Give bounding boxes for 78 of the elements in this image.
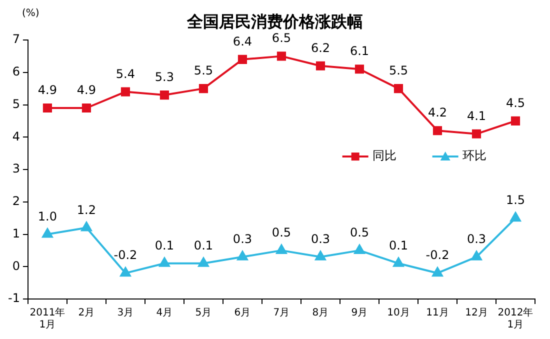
point [394,84,404,94]
y-tick-label: 0 [12,258,20,273]
data-label: 5.3 [154,70,174,84]
x-tick-label: 11月 [426,308,449,319]
x-tick-label: 10月 [387,308,410,319]
y-tick-label: 2 [12,194,20,208]
data-label: 4.5 [506,96,526,110]
data-label: 6.2 [310,40,330,55]
point [238,54,248,64]
data-label: 4.2 [428,106,448,120]
x-tick-label: 2012年 1月 [498,306,534,331]
x-tick-label: 4月 [156,308,173,319]
point [393,257,404,267]
legend-label: 同比 [372,148,396,163]
point [159,257,170,267]
y-tick-label: 7 [12,32,20,46]
data-label: 1.0 [38,209,58,224]
data-label: 0.5 [272,225,292,240]
y-tick-label: 3 [12,162,20,176]
point [237,250,248,260]
x-tick-label: 3月 [117,308,134,319]
point [432,126,442,136]
point [81,222,92,232]
data-label: 4.9 [38,82,58,97]
x-tick-label: 12月 [465,308,488,319]
data-label: 1.2 [76,202,96,217]
point [276,244,287,254]
data-label: 5.5 [194,64,214,78]
data-label: 0.1 [154,238,174,252]
x-tick-label: 8月 [312,308,329,319]
data-label: -0.2 [114,248,138,262]
chart-title: 全国居民消费价格涨跌幅 [187,12,363,31]
data-label: 5.4 [116,66,136,81]
data-label: 6.4 [232,34,252,48]
point [198,257,209,267]
y-tick-label: 5 [12,96,20,111]
data-label: 5.5 [388,64,408,78]
x-tick-label: 9月 [351,308,368,319]
point [432,267,443,277]
y-tick-label: 1 [12,226,20,240]
point [354,64,364,74]
y-tick-label: 4 [12,129,20,144]
data-label: 0.1 [194,238,214,252]
y-tick-label: 6 [12,64,20,78]
point [198,84,208,94]
data-label: 0.3 [232,232,252,246]
y-tick-label: -1 [8,291,20,306]
point [315,250,326,260]
x-tick-label: 2月 [78,308,95,319]
x-tick-label: 6月 [234,308,251,319]
point [42,103,52,113]
data-label: 6.5 [272,31,292,46]
point [42,228,53,238]
x-tick-label: 2011年 1月 [30,306,66,331]
point [276,52,286,61]
point [510,212,521,222]
data-label: 0.3 [310,232,330,246]
data-label: 1.5 [506,193,526,208]
data-label: 0.5 [350,225,370,240]
point [120,87,130,96]
data-label: 6.1 [350,44,370,58]
data-label: 4.9 [76,82,96,97]
point [120,267,131,277]
data-label: 4.1 [466,108,486,123]
point [160,90,170,100]
point [472,129,482,138]
point [316,61,326,70]
data-label: 0.1 [388,238,408,252]
point [82,103,92,113]
y-axis-title: (%) [22,8,40,19]
data-label: 0.3 [466,232,486,246]
data-label: -0.2 [426,248,450,262]
point [354,244,365,254]
legend-label: 环比 [462,148,486,163]
point [471,250,482,260]
x-tick-label: 5月 [195,308,212,319]
x-tick-label: 7月 [273,308,290,319]
point [510,116,520,126]
